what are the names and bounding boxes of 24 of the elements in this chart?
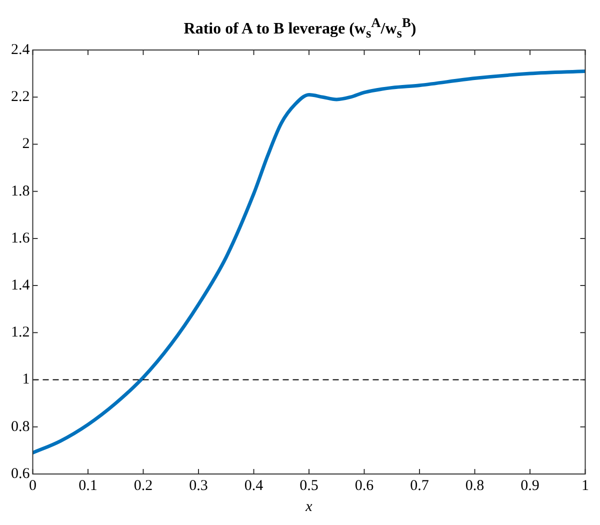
y-tick-label: 1.6	[11, 230, 30, 246]
y-tick-label: 1.8	[11, 183, 30, 200]
x-axis-title: x	[304, 498, 313, 515]
y-tick-label: 2.4	[11, 42, 30, 58]
x-tick-label: 0.5	[300, 478, 318, 494]
y-tick-label: 0.8	[11, 418, 30, 435]
chart-title: Ratio of A to B leverage (w$_{s}$$^{A}$/w$_{s}$$^{B}$)	[182, 14, 418, 41]
x-tick-label: 0.6	[354, 478, 374, 494]
x-tick-label: 0.8	[465, 478, 484, 494]
y-tick-label: 1	[22, 372, 30, 388]
x-tick-label: 0	[29, 478, 36, 494]
x-tick-label: 0.9	[520, 478, 540, 494]
y-tick-label: 1.4	[11, 277, 30, 294]
y-tick-label: 2.2	[11, 89, 30, 106]
x-tick-label: 0.1	[78, 478, 98, 494]
y-tick-label: 1.2	[11, 324, 30, 341]
line-series	[32, 69, 586, 455]
x-tick-label: 0.2	[134, 478, 153, 494]
x-tick-label: 0.3	[189, 478, 208, 494]
y-tick-label: 2	[22, 136, 30, 152]
x-tick-label: 1	[582, 478, 589, 494]
y-tick-label: 0.6	[11, 466, 30, 482]
x-tick-label: 0.7	[410, 478, 430, 494]
x-tick-label: 0.4	[244, 478, 264, 494]
